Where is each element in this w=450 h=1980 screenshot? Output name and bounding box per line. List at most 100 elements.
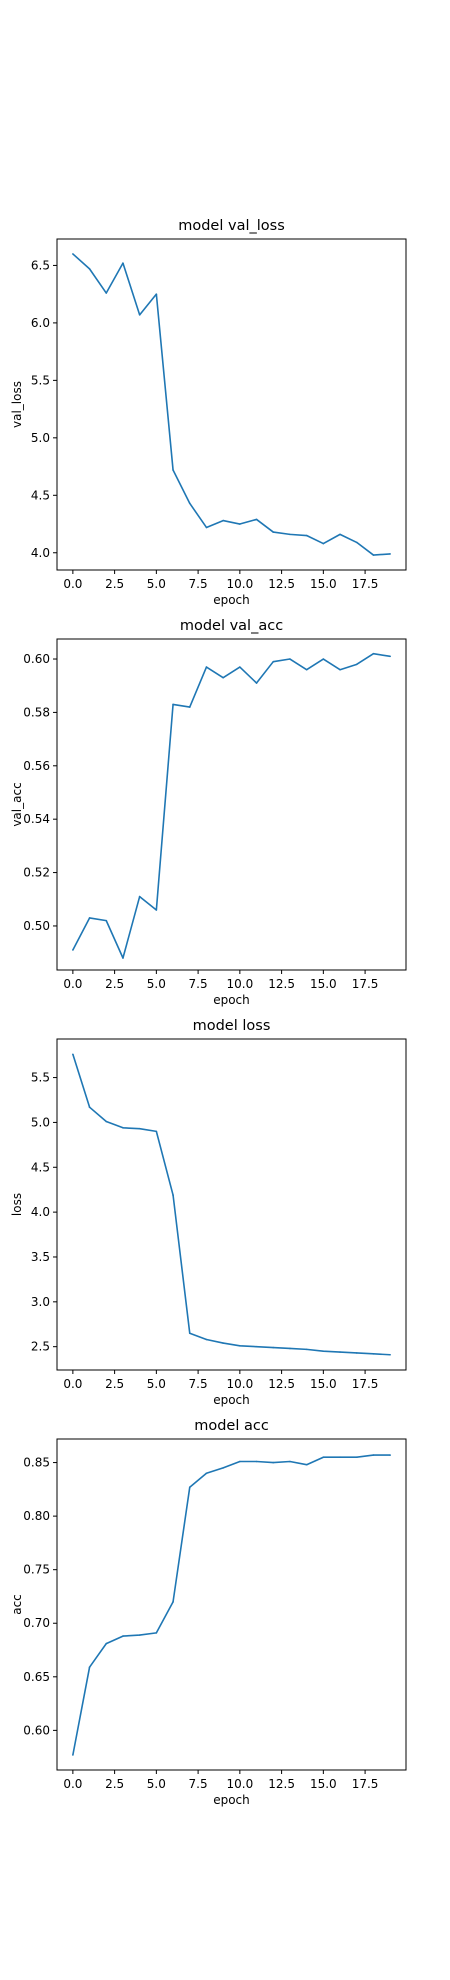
data-point	[322, 1350, 325, 1352]
y-tick-label: 3.5	[31, 1250, 50, 1264]
data-point	[239, 1460, 241, 1463]
y-tick-label: 5.0	[31, 431, 50, 445]
chart-panel-4: 0.0 2.5 5.0 7.5 10.0 12.5 15.0 17.5 0.60 0.65 0.70…	[10, 1418, 407, 1807]
data-point	[355, 663, 358, 666]
y-tick-label: 0.75	[23, 1563, 50, 1577]
data-point	[72, 1754, 74, 1756]
data-point	[172, 1601, 174, 1603]
data-point	[372, 1353, 375, 1355]
y-tick-label: 0.65	[23, 1670, 50, 1684]
data-point	[122, 262, 124, 264]
data-point	[155, 293, 158, 295]
series-line	[72, 253, 391, 556]
data-point	[272, 1346, 275, 1349]
data-point	[305, 1463, 308, 1466]
x-tick-label: 10.0	[226, 977, 253, 991]
data-point	[255, 1345, 258, 1348]
x-tick-label: 0.0	[63, 577, 82, 591]
data-point	[339, 533, 341, 536]
chart-title: model loss	[193, 1018, 271, 1034]
x-tick-label: 2.5	[105, 977, 124, 991]
data-point	[355, 1352, 358, 1354]
data-point	[322, 658, 325, 660]
series-line	[72, 1454, 391, 1756]
y-tick-label: 3.0	[31, 1295, 50, 1309]
x-tick-label: 7.5	[189, 1777, 208, 1791]
x-axis-label: epoch	[213, 1393, 250, 1407]
y-tick-label: 6.5	[31, 258, 50, 272]
x-tick-label: 15.0	[310, 1777, 337, 1791]
data-point	[389, 1353, 391, 1356]
axes-frame	[56, 238, 407, 571]
data-point	[272, 531, 275, 533]
x-tick-label: 2.5	[105, 1377, 124, 1391]
data-point	[105, 1642, 108, 1645]
x-tick-label: 12.5	[268, 1777, 295, 1791]
data-point	[105, 919, 108, 922]
x-tick-label: 7.5	[189, 1377, 208, 1391]
data-point	[205, 1338, 208, 1341]
y-tick-label: 0.56	[23, 759, 50, 773]
data-point	[239, 1344, 241, 1347]
x-tick-label: 10.0	[226, 1777, 253, 1791]
data-point	[372, 554, 375, 556]
data-point	[188, 706, 191, 708]
data-point	[389, 655, 391, 658]
data-point	[122, 1635, 124, 1637]
y-tick-label: 0.58	[23, 705, 50, 719]
y-axis-label: loss	[10, 1193, 24, 1216]
y-axis-label: val_acc	[10, 782, 24, 826]
data-point	[138, 895, 141, 898]
data-point	[88, 917, 91, 919]
data-point	[239, 523, 241, 525]
y-tick-label: 6.0	[31, 316, 50, 330]
data-point	[272, 660, 275, 663]
x-tick-label: 5.0	[147, 977, 166, 991]
data-point	[138, 1127, 141, 1130]
data-point	[389, 1454, 391, 1456]
y-tick-label: 0.70	[23, 1616, 50, 1630]
chart-title: model val_loss	[178, 218, 285, 234]
data-point	[188, 1486, 191, 1488]
data-point	[122, 1127, 124, 1129]
data-point	[255, 1460, 258, 1463]
y-tick-label: 4.5	[31, 488, 50, 502]
y-tick-label: 5.0	[31, 1115, 50, 1129]
data-point	[155, 1632, 158, 1634]
x-tick-label: 2.5	[105, 577, 124, 591]
data-point	[105, 292, 108, 294]
y-tick-label: 0.52	[23, 866, 50, 880]
data-point	[305, 668, 308, 671]
y-tick-label: 0.60	[23, 1723, 50, 1737]
series-line	[72, 1054, 391, 1356]
data-point	[72, 253, 74, 255]
data-point	[88, 1106, 91, 1108]
data-point	[88, 268, 91, 270]
data-point	[172, 469, 174, 471]
data-point	[205, 526, 208, 529]
series-line	[72, 652, 391, 959]
data-point	[222, 1467, 224, 1469]
x-axis-label: epoch	[213, 593, 250, 607]
x-tick-label: 0.0	[63, 977, 82, 991]
data-point	[305, 534, 308, 537]
x-tick-label: 5.0	[147, 577, 166, 591]
data-point	[305, 1348, 308, 1351]
data-point	[322, 1456, 325, 1459]
x-tick-label: 5.0	[147, 1377, 166, 1391]
x-tick-label: 12.5	[268, 577, 295, 591]
y-tick-label: 0.54	[23, 812, 50, 826]
x-tick-label: 17.5	[352, 1777, 379, 1791]
x-tick-label: 10.0	[226, 577, 253, 591]
x-tick-label: 0.0	[63, 1777, 82, 1791]
chart-panel-2: 0.0 2.5 5.0 7.5 10.0 12.5 15.0 17.5 0.50 0.52 0.54…	[10, 618, 407, 1007]
data-point	[289, 533, 291, 536]
data-point	[188, 1332, 191, 1335]
data-point	[339, 1456, 341, 1459]
data-point	[105, 1120, 108, 1123]
data-point	[188, 502, 191, 505]
x-tick-label: 0.0	[63, 1377, 82, 1391]
x-tick-label: 17.5	[352, 577, 379, 591]
